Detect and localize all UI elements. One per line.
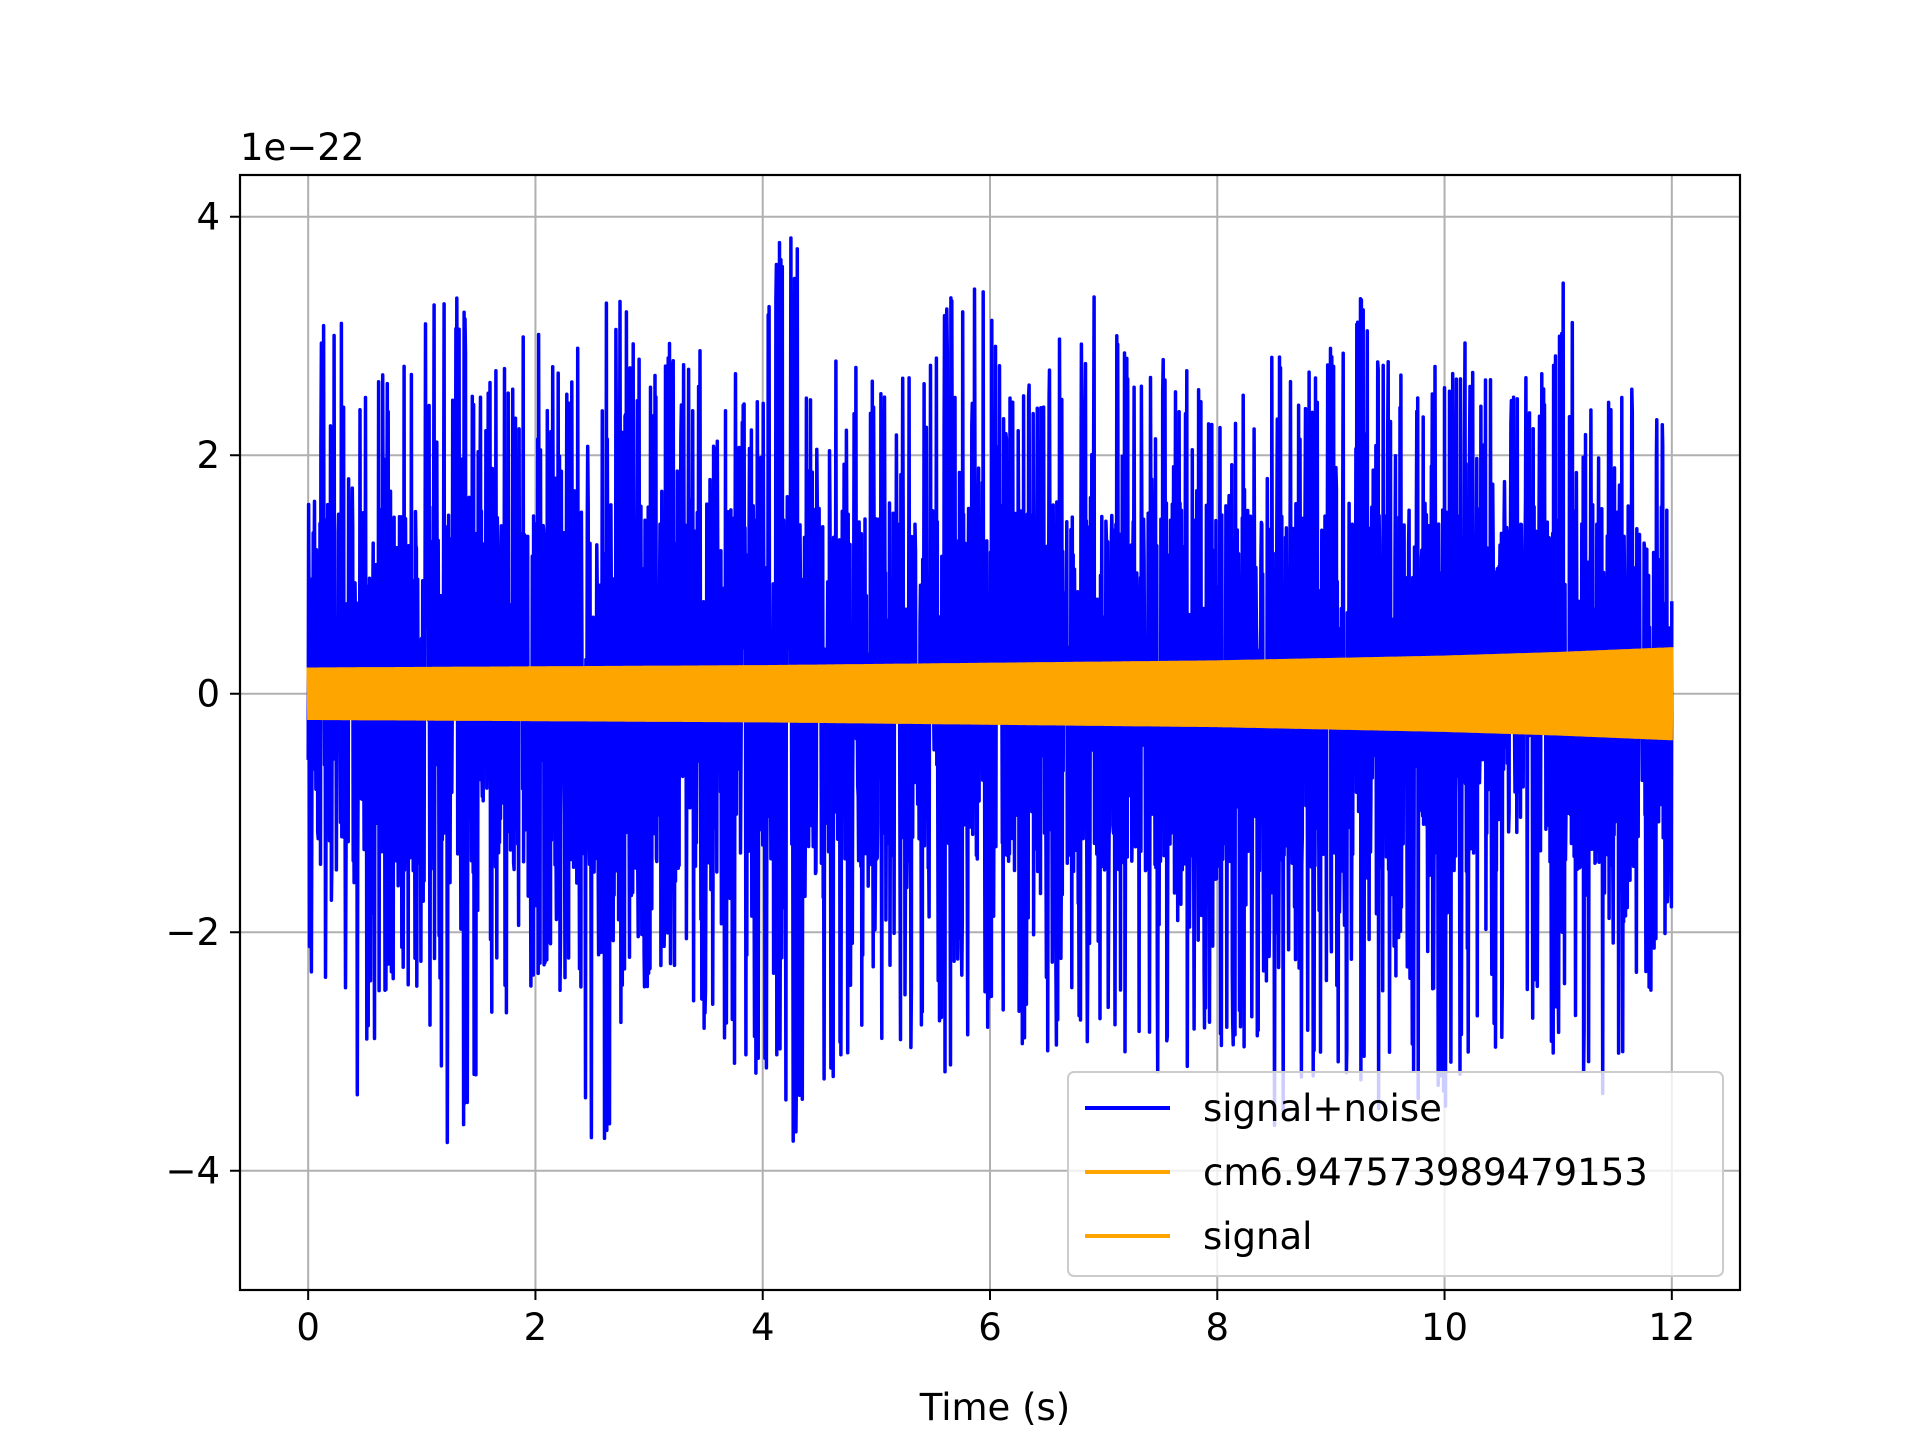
- x-tick-label: 8: [1205, 1306, 1229, 1349]
- y-tick-label: 4: [196, 196, 220, 239]
- x-tick-label: 12: [1648, 1306, 1695, 1349]
- legend-label: signal+noise: [1203, 1087, 1442, 1130]
- plot-lines: [306, 236, 1674, 1145]
- y-tick-label: 0: [196, 673, 220, 716]
- series-signal-line: [306, 647, 1674, 741]
- x-tick-label: 10: [1421, 1306, 1468, 1349]
- x-tick-label: 0: [296, 1306, 320, 1349]
- legend-box: [1067, 1071, 1724, 1277]
- plot-area: 0 2 4 6 8 10 12 −4 −2 0 2 4: [165, 173, 1742, 1349]
- legend: signal+noise cm6.947573989479153 signal: [1067, 1071, 1724, 1277]
- x-tick-label: 6: [978, 1306, 1002, 1349]
- y-tick-label: −2: [165, 911, 220, 954]
- legend-label: signal: [1203, 1215, 1312, 1258]
- x-tick-label: 4: [751, 1306, 775, 1349]
- x-axis-label: Time (s): [919, 1386, 1070, 1429]
- y-tick-label: 2: [196, 434, 220, 477]
- y-tick-label: −4: [165, 1150, 220, 1193]
- x-tick-label: 2: [524, 1306, 548, 1349]
- legend-label: cm6.947573989479153: [1203, 1151, 1648, 1194]
- y-axis-offset-label: 1e−22: [240, 126, 364, 169]
